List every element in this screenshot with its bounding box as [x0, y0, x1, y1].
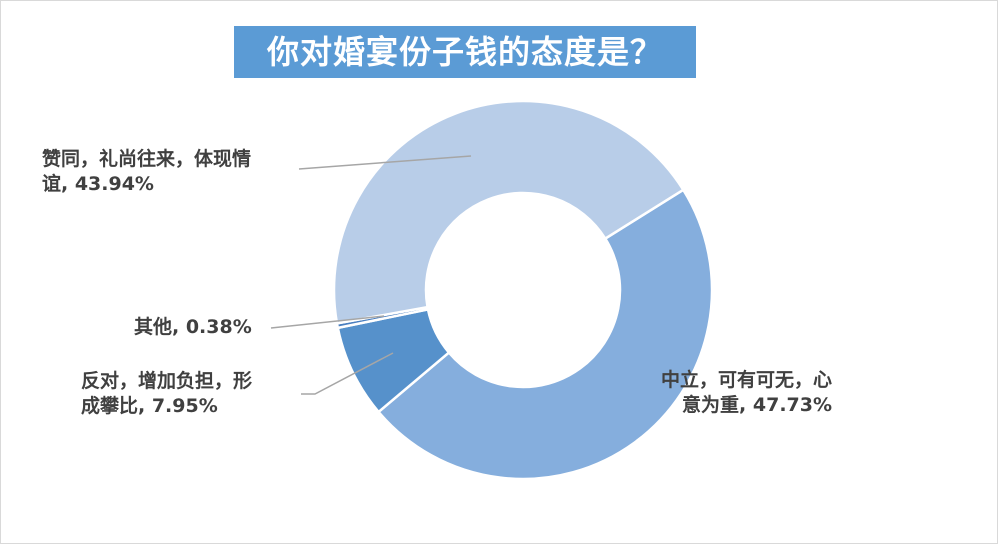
- donut-slice-0: [376, 188, 714, 481]
- leader-line-fandui: [301, 352, 394, 395]
- data-label-zhongli-line2: 意为重, 47.73%: [682, 394, 833, 416]
- data-label-zantong: 赞同，礼尚往来，体现情 谊, 43.94%: [42, 147, 251, 197]
- data-label-zantong-line2: 谊, 43.94%: [42, 173, 154, 195]
- data-label-fandui-line1: 反对，增加负担，形: [81, 370, 253, 392]
- data-label-qita: 其他, 0.38%: [134, 316, 252, 338]
- chart-title: 你对婚宴份子钱的态度是？: [234, 26, 696, 78]
- leader-line-zantong: [298, 155, 472, 170]
- leader-line-qita: [270, 315, 385, 329]
- data-label-zhongli: 中立，可有可无，心 意为重, 47.73%: [661, 368, 832, 418]
- data-label-fandui: 反对，增加负担，形 成攀比, 7.95%: [81, 369, 252, 419]
- data-label-zantong-line1: 赞同，礼尚往来，体现情: [42, 148, 252, 170]
- data-label-fandui-line2: 成攀比, 7.95%: [81, 395, 218, 417]
- donut-slice-3: [332, 99, 686, 325]
- data-label-zhongli-line1: 中立，可有可无，心: [661, 369, 833, 391]
